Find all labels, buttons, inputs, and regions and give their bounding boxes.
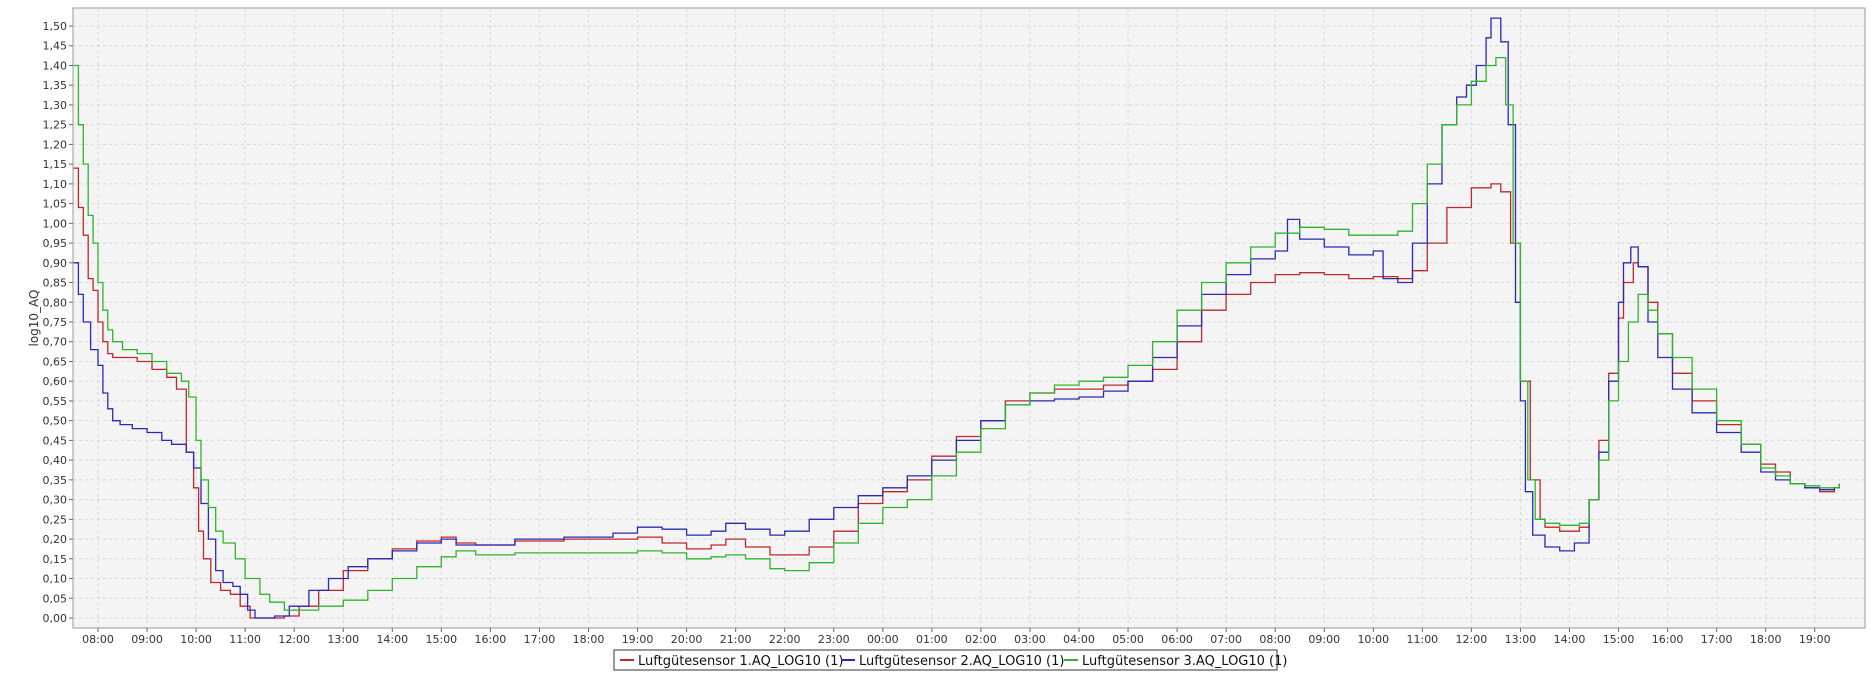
x-tick-label: 10:00	[180, 633, 212, 646]
x-tick-label: 09:00	[1308, 633, 1340, 646]
y-tick-label: 0,70	[43, 336, 68, 349]
y-tick-label: 0,20	[43, 533, 68, 546]
x-tick-label: 08:00	[1259, 633, 1291, 646]
plot-area	[72, 7, 1866, 629]
x-tick-label: 12:00	[278, 633, 310, 646]
x-tick-label: 08:00	[82, 633, 114, 646]
x-tick-label: 19:00	[622, 633, 654, 646]
y-tick-label: 0,95	[43, 237, 68, 250]
x-tick-label: 17:00	[1701, 633, 1733, 646]
x-tick-label: 18:00	[1750, 633, 1782, 646]
legend-label-3: Luftgütesensor 3.AQ_LOG10 (1)	[1082, 654, 1287, 669]
y-tick-label: 1,25	[43, 119, 68, 132]
x-tick-label: 19:00	[1799, 633, 1831, 646]
y-tick-label: 0,00	[43, 612, 68, 625]
x-tick-label: 14:00	[376, 633, 408, 646]
x-tick-label: 03:00	[1014, 633, 1046, 646]
x-tick-label: 21:00	[720, 633, 752, 646]
y-tick-label: 1,10	[43, 178, 68, 191]
y-axis: 0,00 0,05 0,10 0,15 0,20 0,25 0,30 0,35 0,40 0,45…	[43, 20, 73, 625]
y-tick-label: 0,35	[43, 474, 68, 487]
y-tick-label: 1,05	[43, 198, 68, 211]
x-tick-label: 04:00	[1063, 633, 1095, 646]
y-tick-label: 0,25	[43, 513, 68, 526]
y-tick-label: 1,45	[43, 40, 68, 53]
x-tick-label: 15:00	[1603, 633, 1635, 646]
y-tick-label: 0,50	[43, 415, 68, 428]
y-tick-label: 1,00	[43, 217, 68, 230]
y-tick-label: 0,55	[43, 395, 68, 408]
y-tick-label: 0,10	[43, 573, 68, 586]
x-tick-label: 16:00	[1652, 633, 1684, 646]
y-tick-label: 0,65	[43, 355, 68, 368]
x-tick-label: 16:00	[475, 633, 507, 646]
x-tick-label: 13:00	[327, 633, 359, 646]
x-tick-label: 05:00	[1112, 633, 1144, 646]
x-tick-label: 12:00	[1456, 633, 1488, 646]
x-tick-label: 02:00	[965, 633, 997, 646]
y-tick-label: 0,45	[43, 434, 68, 447]
y-tick-label: 0,30	[43, 494, 68, 507]
x-tick-label: 20:00	[671, 633, 703, 646]
y-tick-label: 1,20	[43, 138, 68, 151]
y-tick-label: 0,80	[43, 296, 68, 309]
y-tick-label: 1,15	[43, 158, 68, 171]
legend-label-1: Luftgütesensor 1.AQ_LOG10 (1)	[638, 654, 843, 669]
x-tick-label: 23:00	[818, 633, 850, 646]
series-group	[73, 17, 1840, 619]
x-tick-label: 07:00	[1210, 633, 1242, 646]
y-tick-label: 0,75	[43, 316, 68, 329]
y-tick-label: 0,15	[43, 553, 68, 566]
x-tick-label: 01:00	[916, 633, 948, 646]
grid	[73, 8, 1865, 628]
y-tick-label: 1,50	[43, 20, 68, 33]
series-line-2	[73, 17, 1840, 619]
x-tick-label: 10:00	[1357, 633, 1389, 646]
x-tick-label: 15:00	[425, 633, 457, 646]
y-axis-label: log10_AQ	[27, 289, 41, 346]
x-tick-label: 11:00	[1406, 633, 1438, 646]
x-tick-label: 17:00	[524, 633, 556, 646]
x-tick-label: 11:00	[229, 633, 261, 646]
legend-box	[613, 649, 1278, 671]
y-tick-label: 0,05	[43, 592, 68, 605]
y-tick-label: 1,30	[43, 99, 68, 112]
x-tick-label: 13:00	[1505, 633, 1537, 646]
series-line-3	[73, 56, 1840, 611]
x-axis: 08:00 09:00 10:00 11:00 12:00 13:00 14:00 15:00…	[82, 628, 1831, 646]
x-tick-label: 14:00	[1554, 633, 1586, 646]
x-tick-label: 06:00	[1161, 633, 1193, 646]
y-tick-label: 0,90	[43, 257, 68, 270]
legend[interactable]: Luftgütesensor 1.AQ_LOG10 (1) Luftgütesen…	[613, 649, 1287, 671]
x-tick-label: 18:00	[573, 633, 605, 646]
y-tick-label: 1,40	[43, 59, 68, 72]
x-tick-label: 09:00	[131, 633, 163, 646]
y-tick-label: 0,85	[43, 277, 68, 290]
x-tick-label: 22:00	[769, 633, 801, 646]
legend-label-2: Luftgütesensor 2.AQ_LOG10 (1)	[859, 654, 1064, 669]
y-tick-label: 0,60	[43, 375, 68, 388]
y-tick-label: 0,40	[43, 454, 68, 467]
x-tick-label: 00:00	[867, 633, 899, 646]
y-tick-label: 1,35	[43, 79, 68, 92]
